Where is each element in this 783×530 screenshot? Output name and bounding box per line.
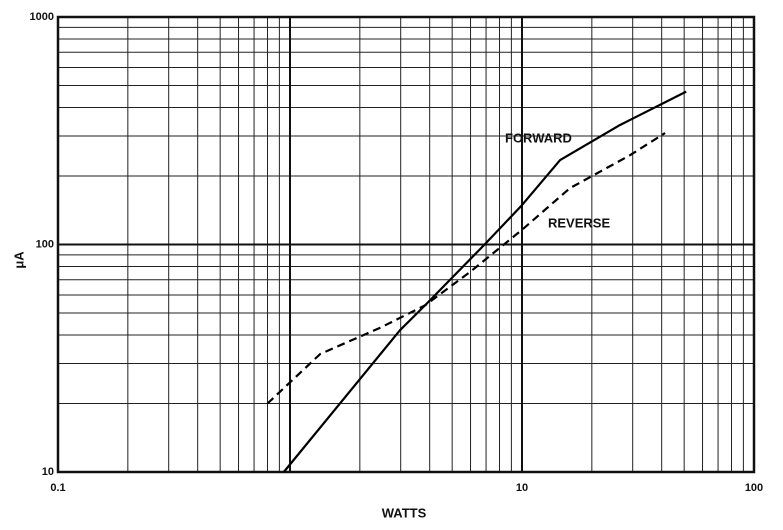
y-tick-label: 100: [36, 238, 54, 250]
x-tick-label: 10: [516, 482, 528, 494]
x-axis-label: WATTS: [382, 505, 427, 520]
x-tick-label: 100: [745, 482, 763, 494]
y-tick-label: 10: [42, 466, 54, 478]
series-line: [266, 132, 666, 405]
annotation: REVERSE: [548, 215, 610, 230]
series-line: [282, 90, 687, 473]
annotation: FORWARD: [505, 130, 572, 145]
x-tick-label: 0.1: [50, 482, 65, 494]
y-tick-label: 1000: [30, 11, 54, 23]
y-axis-label: μA: [11, 251, 26, 269]
